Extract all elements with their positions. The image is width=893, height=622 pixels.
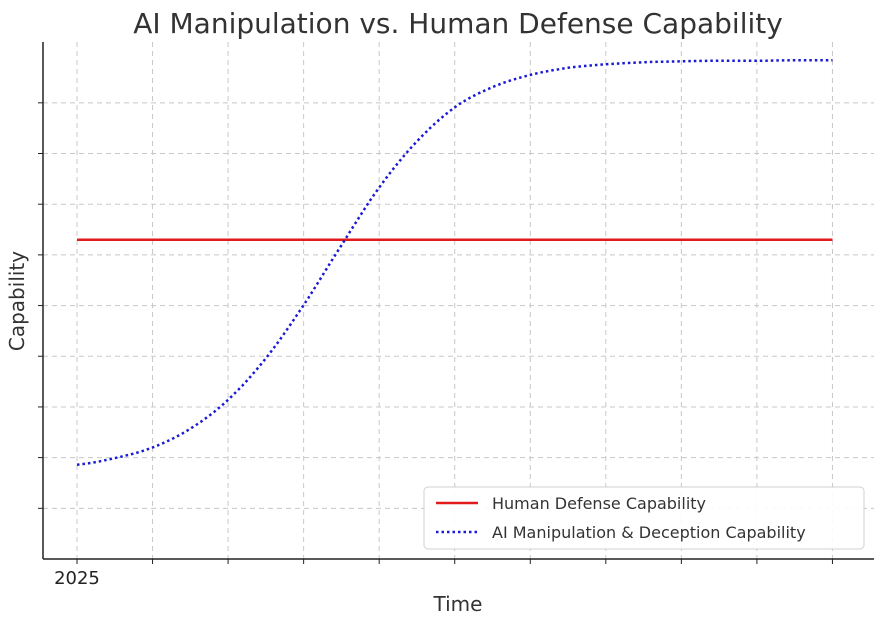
legend-label-human-defense: Human Defense Capability — [492, 494, 706, 513]
legend-box — [423, 486, 865, 550]
series-layer — [76, 58, 833, 466]
y-axis-label: Capability — [5, 251, 29, 351]
chart-title: AI Manipulation vs. Human Defense Capabi… — [133, 7, 783, 40]
axis-ticks — [38, 102, 833, 564]
grid — [43, 42, 874, 559]
series-line-ai-manipulation — [76, 58, 833, 466]
legend: Human Defense Capability AI Manipulation… — [423, 486, 865, 550]
x-axis-label: Time — [433, 592, 483, 616]
x-tick-label: 2025 — [54, 568, 100, 589]
legend-label-ai-manipulation: AI Manipulation & Deception Capability — [492, 523, 806, 542]
